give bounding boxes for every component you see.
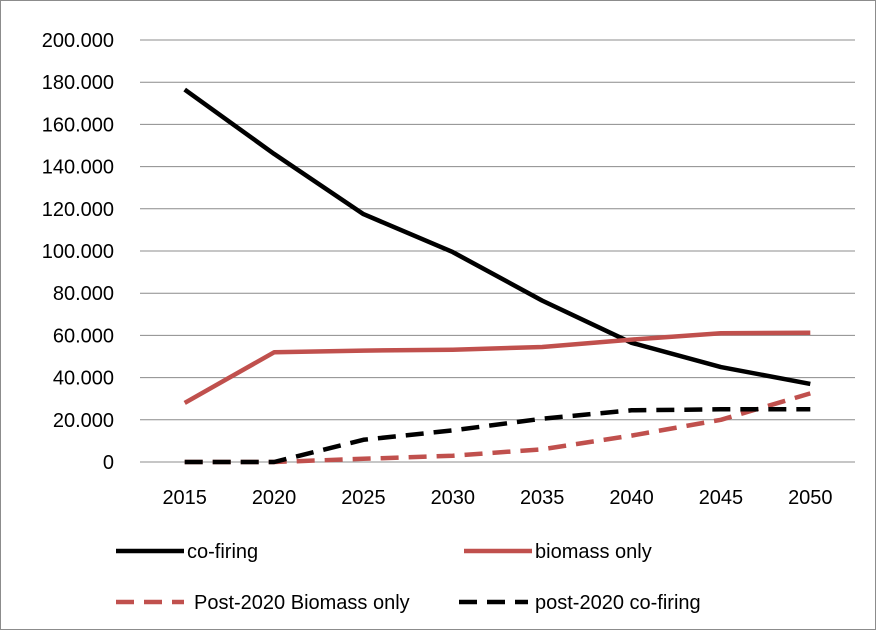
x-tick-label: 2030: [431, 487, 476, 509]
y-tick-label: 40.000: [53, 368, 114, 390]
y-tick-label: 160.000: [42, 114, 114, 136]
y-tick-label: 120.000: [42, 199, 114, 221]
legend-item: co-firing: [116, 541, 258, 563]
x-axis-tick-labels: 2015 2020 2025 2030 2035 2040 2045 2050: [162, 487, 832, 509]
legend-label: biomass only: [535, 541, 652, 563]
legend-label: post-2020 co-firing: [535, 592, 701, 614]
legend-label: co-firing: [187, 541, 258, 563]
y-tick-label: 140.000: [42, 157, 114, 179]
y-tick-label: 0: [103, 452, 114, 474]
legend-item: post-2020 co-firing: [459, 592, 701, 614]
legend: co-firing biomass only Post-2020 Biomass o…: [116, 541, 701, 614]
y-tick-label: 20.000: [53, 410, 114, 432]
x-tick-label: 2020: [252, 487, 297, 509]
y-tick-label: 200.000: [42, 30, 114, 52]
x-tick-label: 2015: [162, 487, 207, 509]
x-tick-label: 2035: [520, 487, 565, 509]
series-lines: [183, 87, 811, 465]
legend-label: Post-2020 Biomass only: [194, 592, 410, 614]
x-tick-label: 2050: [788, 487, 833, 509]
series-line-biomass-only: [183, 330, 811, 405]
x-tick-label: 2025: [341, 487, 386, 509]
y-tick-label: 60.000: [53, 325, 114, 347]
x-tick-label: 2040: [609, 487, 654, 509]
y-tick-label: 100.000: [42, 241, 114, 263]
legend-item: Post-2020 Biomass only: [116, 592, 410, 614]
gridlines: [140, 39, 855, 463]
series-line-co-firing: [183, 87, 811, 387]
legend-item: biomass only: [464, 541, 652, 563]
series-line-post-2020-biomass-only: [184, 391, 811, 465]
y-tick-label: 80.000: [53, 283, 114, 305]
series-line-post-2020-co-firing: [184, 407, 811, 465]
x-tick-label: 2045: [699, 487, 744, 509]
y-axis-tick-labels: 0 20.000 40.000 60.000 80.000 100.000 120.000 1…: [42, 30, 114, 474]
y-tick-label: 180.000: [42, 72, 114, 94]
